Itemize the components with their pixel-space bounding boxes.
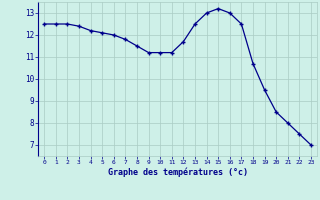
X-axis label: Graphe des températures (°c): Graphe des températures (°c) — [108, 168, 248, 177]
